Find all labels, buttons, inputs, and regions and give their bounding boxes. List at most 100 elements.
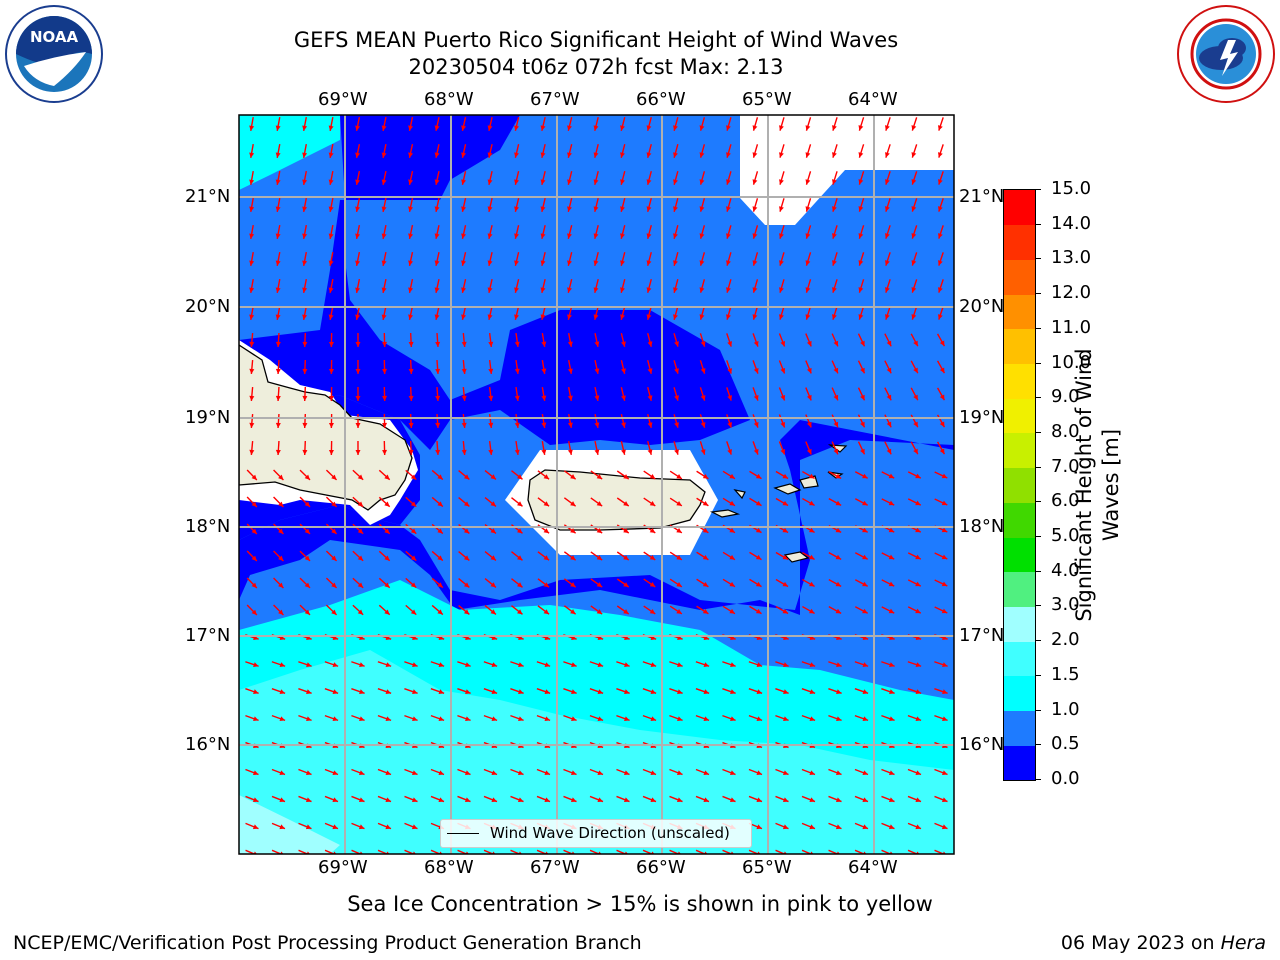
wind-wave-arrowhead xyxy=(673,125,678,131)
wind-wave-arrowhead xyxy=(805,206,811,212)
colorbar-tick-mark xyxy=(1035,327,1041,329)
wind-wave-arrowhead xyxy=(570,474,576,480)
wind-wave-arrowhead xyxy=(888,527,895,533)
wind-wave-arrowhead xyxy=(381,206,387,212)
wind-wave-arrowhead xyxy=(408,260,414,266)
wind-wave-arrowhead xyxy=(677,662,683,668)
wind-wave-arrowhead xyxy=(596,501,603,507)
wind-wave-arrow xyxy=(377,849,389,854)
wind-wave-arrowhead xyxy=(862,473,868,479)
wind-wave-arrowhead xyxy=(278,501,284,507)
wind-wave-arrowhead xyxy=(487,287,493,293)
wind-wave-arrowhead xyxy=(646,206,652,212)
wind-wave-arrowhead xyxy=(302,206,308,212)
wind-wave-arrowhead xyxy=(517,474,523,480)
wind-wave-arrowhead xyxy=(434,314,440,320)
wind-wave-arrowhead xyxy=(332,797,339,803)
wind-wave-arrowhead xyxy=(756,797,763,803)
wind-wave-arrowhead xyxy=(700,449,706,455)
wind-wave-arrowhead xyxy=(332,716,339,722)
wind-wave-arrowhead xyxy=(567,341,573,347)
wind-wave-arrowhead xyxy=(649,609,656,614)
wind-wave-arrowhead xyxy=(646,233,652,239)
wind-wave-arrowhead xyxy=(434,233,440,239)
wind-wave-arrowhead xyxy=(251,582,257,589)
wind-wave-arrowhead xyxy=(487,206,493,212)
wind-wave-arrowhead xyxy=(805,314,811,320)
wind-wave-arrowhead xyxy=(780,367,786,374)
wind-wave-arrowhead xyxy=(275,260,281,266)
colorbar-segment xyxy=(1004,328,1035,365)
wind-wave-arrowhead xyxy=(730,716,736,722)
wind-wave-arrowhead xyxy=(779,287,784,293)
wind-wave-arrowhead xyxy=(570,770,577,776)
wind-wave-arrowhead xyxy=(382,368,388,374)
wind-wave-arrow xyxy=(324,849,336,854)
wind-wave-arrow xyxy=(563,849,575,854)
wind-wave-arrowhead xyxy=(517,555,523,561)
wind-wave-arrowhead xyxy=(490,528,496,534)
wind-wave-arrowhead xyxy=(621,449,626,455)
wind-wave-arrowhead xyxy=(408,179,414,185)
wind-wave-arrowhead xyxy=(941,527,948,533)
wind-wave-arrowhead xyxy=(809,581,815,587)
colorbar-tick-mark xyxy=(1035,570,1041,572)
wind-wave-arrowhead xyxy=(408,125,414,131)
machine-name: Hera xyxy=(1220,932,1266,954)
colorbar-tick-mark xyxy=(1035,466,1041,468)
wind-wave-arrowhead xyxy=(488,422,494,428)
wind-wave-arrowhead xyxy=(779,260,784,266)
wind-wave-arrowhead xyxy=(410,528,417,534)
colorbar-tick-label: 6.0 xyxy=(1051,490,1080,512)
wind-wave-arrowhead xyxy=(835,554,842,560)
wind-wave-arrowhead xyxy=(752,260,758,266)
wind-wave-arrowhead xyxy=(437,528,443,534)
wind-wave-arrowhead xyxy=(676,501,682,506)
wind-wave-arrowhead xyxy=(862,500,868,506)
wind-wave-arrowhead xyxy=(858,287,864,293)
wind-wave-arrowhead xyxy=(304,501,310,507)
wind-wave-arrowhead xyxy=(699,314,705,320)
wind-wave-arrowhead xyxy=(461,179,466,185)
wind-wave-arrowhead xyxy=(359,716,365,722)
wind-wave-arrowhead xyxy=(677,716,683,722)
wind-wave-arrowhead xyxy=(915,797,922,803)
wind-wave-arrowhead xyxy=(860,394,865,401)
wind-wave-arrowhead xyxy=(699,152,705,158)
wind-wave-arrowhead xyxy=(514,125,519,131)
wind-wave-arrowhead xyxy=(597,797,604,803)
wind-wave-arrowhead xyxy=(543,474,550,480)
legend-line-swatch xyxy=(447,833,479,834)
wind-wave-arrowhead xyxy=(782,473,789,479)
colorbar-tick-label: 1.5 xyxy=(1051,663,1080,685)
hispaniola-land xyxy=(239,344,413,511)
wind-wave-arrowhead xyxy=(886,421,892,428)
wind-wave-arrowhead xyxy=(596,474,603,480)
wind-wave-arrowhead xyxy=(543,555,550,561)
wind-wave-arrowhead xyxy=(649,555,656,560)
contour-1p5-2p0 xyxy=(239,650,954,854)
wind-wave-arrowhead xyxy=(253,689,259,695)
wind-wave-arrowhead xyxy=(726,260,731,266)
wind-wave-arrowhead xyxy=(543,582,550,588)
wind-wave-arrowhead xyxy=(408,341,414,347)
wind-wave-arrowhead xyxy=(782,608,789,614)
wind-wave-arrow xyxy=(483,849,495,854)
wind-wave-arrowhead xyxy=(438,770,445,776)
wind-wave-arrowhead xyxy=(702,500,709,506)
wind-wave-arrowhead xyxy=(858,206,864,212)
wind-wave-arrowhead xyxy=(860,340,865,347)
wind-wave-arrowhead xyxy=(544,716,551,722)
wind-wave-arrowhead xyxy=(650,662,657,668)
wind-wave-arrowhead xyxy=(487,179,493,185)
colorbar-label: Significant Height of Wind Waves [m] xyxy=(1072,348,1123,622)
wind-wave-arrowhead xyxy=(647,395,653,401)
wind-wave-arrowhead xyxy=(305,824,312,830)
wind-wave-arrowhead xyxy=(833,394,839,401)
wind-wave-arrow xyxy=(722,849,734,854)
wind-wave-arrowhead xyxy=(620,260,625,266)
wind-wave-arrowhead xyxy=(304,609,310,615)
wind-wave-arrowhead xyxy=(862,608,868,614)
wind-wave-arrowhead xyxy=(755,554,762,560)
wind-wave-arrowhead xyxy=(251,555,257,562)
